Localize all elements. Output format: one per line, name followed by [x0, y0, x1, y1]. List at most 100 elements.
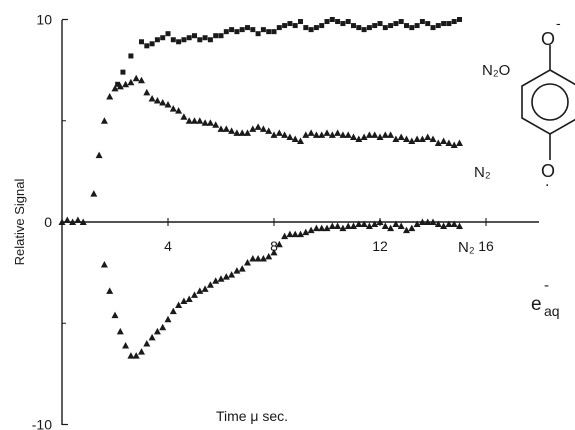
- data-point-square: [409, 25, 415, 31]
- data-point-triangle: [222, 125, 230, 132]
- data-point-triangle: [302, 131, 310, 138]
- data-point-triangle: [201, 285, 209, 292]
- data-point-triangle: [259, 125, 267, 132]
- data-point-square: [372, 23, 378, 29]
- data-point-square: [446, 21, 452, 27]
- data-point-triangle: [63, 216, 71, 223]
- data-point-triangle: [238, 265, 246, 272]
- data-point-triangle: [403, 226, 410, 234]
- data-point-triangle: [127, 352, 135, 359]
- data-point-triangle: [365, 131, 373, 138]
- data-point-triangle: [212, 121, 220, 128]
- data-point-triangle: [334, 222, 342, 230]
- data-point-square: [382, 25, 388, 31]
- data-point-square: [313, 25, 319, 31]
- data-point-square: [165, 31, 171, 37]
- y-tick-label: -10: [32, 417, 52, 430]
- data-point-square: [361, 27, 367, 33]
- data-point-square: [139, 39, 144, 45]
- data-point-square: [414, 23, 420, 29]
- data-point-triangle: [344, 131, 352, 138]
- data-point-triangle: [291, 135, 299, 142]
- data-point-triangle: [323, 224, 331, 232]
- data-point-square: [218, 33, 224, 39]
- data-point-square: [160, 35, 166, 41]
- data-point-triangle: [334, 129, 342, 136]
- x-axis-label: Time μ sec.: [216, 408, 288, 424]
- data-point-triangle: [434, 139, 442, 147]
- data-point-square: [324, 19, 330, 25]
- data-point-triangle: [381, 131, 389, 138]
- data-point-triangle: [180, 113, 188, 120]
- data-point-triangle: [376, 133, 384, 140]
- data-point-triangle: [424, 133, 432, 140]
- data-point-triangle: [143, 340, 151, 347]
- data-point-square: [329, 17, 335, 22]
- benzene-ring: [521, 69, 575, 135]
- data-point-triangle: [392, 135, 400, 142]
- data-point-triangle: [185, 295, 193, 302]
- data-point-square: [149, 41, 155, 47]
- data-point-square: [282, 23, 288, 29]
- top-oxygen-label: O: [541, 29, 555, 49]
- data-point-triangle: [318, 224, 326, 232]
- data-point-square: [287, 21, 293, 27]
- data-point-square: [276, 25, 282, 31]
- data-point-square: [351, 23, 356, 29]
- data-point-triangle: [323, 129, 331, 136]
- data-point-square: [197, 37, 203, 43]
- data-point-triangle: [312, 224, 320, 232]
- data-point-square: [303, 25, 309, 31]
- data-point-triangle: [132, 74, 140, 82]
- x-tick-label: 16: [478, 238, 494, 254]
- data-point-triangle: [456, 222, 463, 230]
- data-point-triangle: [122, 80, 130, 88]
- data-point-square: [213, 33, 219, 39]
- data-point-triangle: [286, 133, 294, 140]
- data-point-triangle: [100, 117, 108, 124]
- data-point-triangle: [159, 99, 167, 106]
- data-point-square: [451, 19, 457, 25]
- data-point-square: [115, 81, 121, 87]
- data-point-square: [457, 17, 462, 22]
- data-point-triangle: [79, 218, 87, 225]
- data-point-square: [207, 37, 213, 43]
- data-point-triangle: [371, 220, 379, 228]
- data-point-triangle: [403, 135, 410, 142]
- data-point-square: [292, 23, 298, 29]
- data-point-triangle: [254, 123, 262, 130]
- data-point-triangle: [228, 271, 236, 278]
- data-point-triangle: [217, 125, 225, 132]
- data-point-triangle: [164, 315, 172, 323]
- data-point-square: [430, 25, 436, 31]
- data-point-square: [181, 37, 187, 43]
- data-point-triangle: [440, 222, 448, 230]
- data-point-square: [266, 29, 272, 35]
- data-point-triangle: [169, 307, 177, 315]
- data-point-square: [319, 23, 325, 29]
- data-point-triangle: [318, 131, 326, 138]
- data-point-triangle: [328, 131, 336, 138]
- data-point-triangle: [222, 273, 230, 280]
- eaq-base: e: [531, 294, 542, 315]
- data-point-triangle: [191, 291, 198, 298]
- data-point-triangle: [238, 129, 246, 136]
- data-point-square: [202, 35, 208, 41]
- data-point-triangle: [132, 352, 140, 359]
- data-point-triangle: [106, 92, 114, 100]
- data-point-triangle: [339, 224, 347, 232]
- data-point-triangle: [122, 342, 130, 349]
- data-point-square: [128, 53, 134, 59]
- data-point-triangle: [106, 287, 114, 294]
- data-point-square: [176, 39, 182, 45]
- data-point-triangle: [265, 252, 273, 260]
- data-point-triangle: [58, 218, 66, 225]
- series-2: [58, 74, 463, 225]
- data-point-triangle: [387, 131, 395, 138]
- data-point-triangle: [450, 220, 458, 228]
- data-point-triangle: [429, 135, 437, 142]
- data-point-square: [308, 27, 314, 33]
- data-point-triangle: [297, 137, 304, 144]
- aromatic-ring-circle: [531, 83, 569, 121]
